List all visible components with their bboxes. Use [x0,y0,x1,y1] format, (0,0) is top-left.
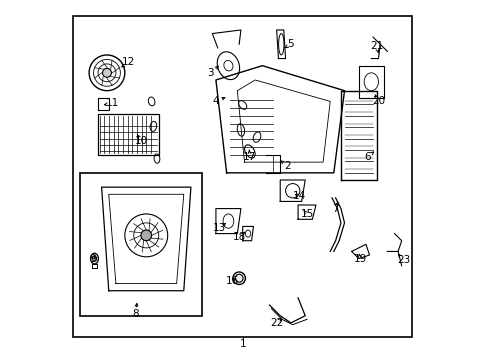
Ellipse shape [232,272,245,284]
Text: 2: 2 [284,161,290,171]
Text: 9: 9 [89,253,96,264]
Text: 15: 15 [300,209,313,219]
Text: 17: 17 [243,152,256,162]
Text: 3: 3 [207,68,213,78]
Bar [73,16,411,337]
Text: 16: 16 [225,276,238,286]
Text: 4: 4 [212,96,219,107]
Text: 10: 10 [134,136,147,146]
Text: 7: 7 [332,203,338,213]
Text: 13: 13 [212,223,225,233]
Ellipse shape [141,230,151,241]
Text: 21: 21 [369,41,383,51]
Text: 12: 12 [122,57,135,67]
Ellipse shape [102,68,111,77]
Text: 5: 5 [287,39,294,49]
Bar [80,173,201,316]
Ellipse shape [90,253,98,264]
Text: 19: 19 [353,254,366,264]
Text: 11: 11 [105,98,119,108]
Text: 1: 1 [239,339,245,349]
Text: 14: 14 [293,191,306,201]
Text: 18: 18 [232,232,245,242]
Text: 23: 23 [396,255,409,265]
Text: 22: 22 [269,318,283,328]
Text: 8: 8 [132,309,139,319]
Text: 6: 6 [364,152,370,162]
Bar [98,114,159,155]
Text: 20: 20 [371,96,384,107]
